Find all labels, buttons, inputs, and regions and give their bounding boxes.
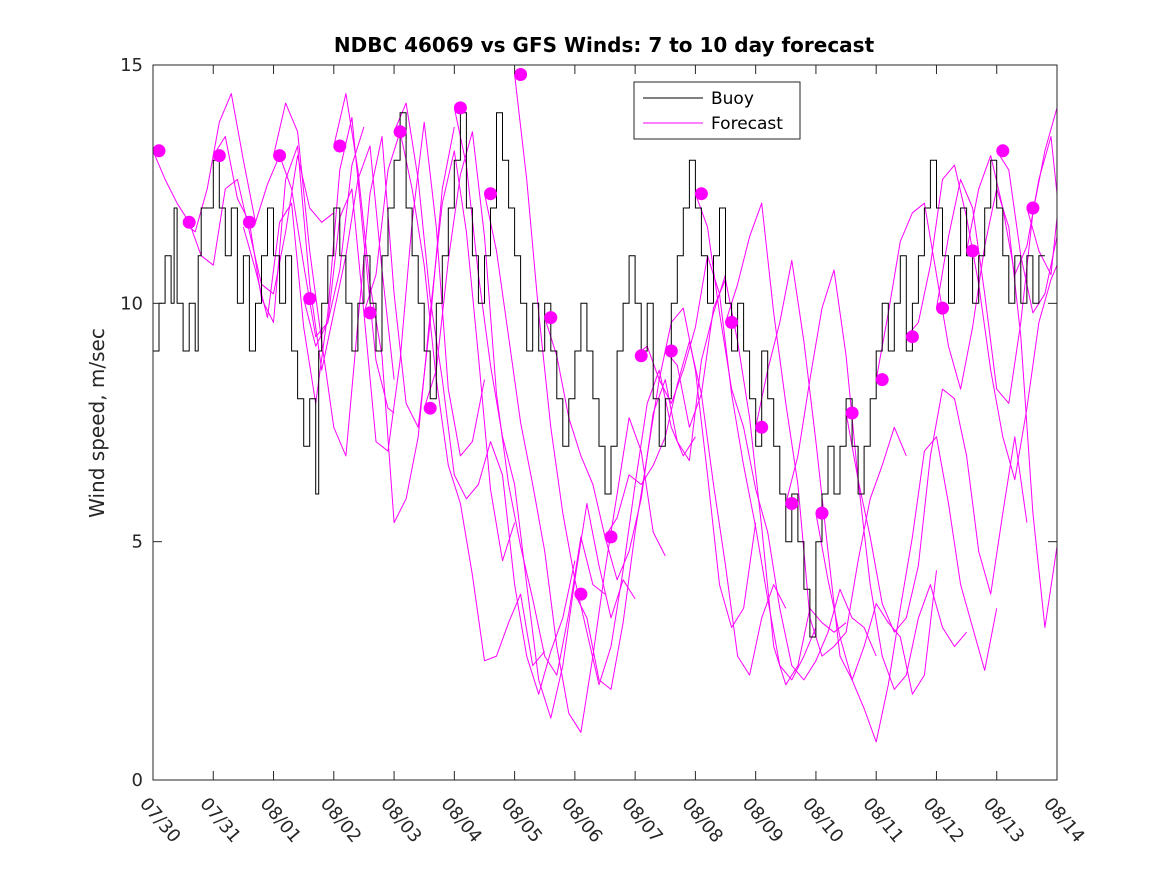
forecast-point bbox=[212, 149, 226, 163]
forecast-point bbox=[333, 139, 347, 153]
forecast-point bbox=[966, 244, 980, 258]
forecast-series-line bbox=[303, 121, 485, 457]
legend-forecast-label: Forecast bbox=[711, 114, 783, 134]
forecast-point bbox=[453, 101, 467, 115]
forecast-series-line bbox=[905, 164, 1058, 481]
legend-buoy-label: Buoy bbox=[711, 89, 754, 109]
forecast-point bbox=[664, 344, 678, 358]
forecast-series-line bbox=[845, 388, 1028, 633]
forecast-series-line bbox=[212, 136, 395, 380]
forecast-point bbox=[604, 530, 618, 544]
forecast-series-line bbox=[604, 341, 787, 676]
forecast-series-line bbox=[363, 131, 546, 667]
chart-title: NDBC 46069 vs GFS Winds: 7 to 10 day for… bbox=[334, 33, 875, 57]
y-tick-label: 0 bbox=[132, 770, 143, 791]
forecast-point bbox=[815, 506, 829, 520]
forecast-series-line bbox=[453, 107, 636, 719]
forecast-point bbox=[242, 215, 256, 229]
forecast-point bbox=[303, 292, 317, 306]
forecast-point bbox=[1026, 201, 1040, 215]
forecast-series-line bbox=[1026, 207, 1058, 276]
forecast-series-line bbox=[755, 259, 937, 695]
legend-box bbox=[633, 81, 801, 140]
forecast-point bbox=[905, 330, 919, 344]
legend: Buoy Forecast bbox=[633, 81, 801, 140]
buoy-series-line bbox=[153, 112, 1045, 638]
forecast-lines bbox=[152, 74, 1058, 743]
forecast-point bbox=[996, 144, 1010, 158]
forecast-point bbox=[393, 125, 407, 139]
forecast-point bbox=[182, 215, 196, 229]
forecast-series-line bbox=[423, 131, 606, 676]
forecast-point bbox=[875, 373, 889, 387]
forecast-markers bbox=[152, 68, 1040, 601]
forecast-series-line bbox=[815, 436, 998, 743]
forecast-point bbox=[574, 587, 588, 601]
forecast-point bbox=[845, 406, 859, 420]
forecast-series-line bbox=[393, 102, 576, 695]
forecast-series-line bbox=[242, 116, 395, 414]
y-tick-label: 10 bbox=[120, 293, 143, 314]
forecast-point bbox=[273, 149, 287, 163]
forecast-point bbox=[363, 306, 377, 320]
forecast-series-line bbox=[333, 93, 516, 562]
forecast-series-line bbox=[875, 188, 1058, 628]
forecast-point bbox=[755, 420, 769, 434]
forecast-point bbox=[484, 187, 497, 201]
forecast-point bbox=[514, 68, 528, 81]
forecast-series-line bbox=[694, 193, 877, 681]
plot-frame bbox=[152, 64, 1058, 781]
forecast-point bbox=[785, 497, 799, 510]
forecast-series-line bbox=[785, 269, 967, 690]
forecast-point bbox=[634, 349, 648, 363]
y-tick-label: 15 bbox=[120, 55, 143, 76]
forecast-series-line bbox=[484, 193, 666, 733]
forecast-point bbox=[544, 311, 558, 325]
forecast-series-line bbox=[152, 150, 335, 295]
forecast-point bbox=[725, 315, 739, 329]
buoy-line bbox=[153, 112, 1045, 638]
forecast-point bbox=[694, 187, 708, 201]
forecast-point bbox=[936, 301, 949, 315]
forecast-point bbox=[423, 401, 437, 415]
forecast-series-line bbox=[634, 255, 817, 681]
y-axis-label: Wind speed, m/sec bbox=[85, 328, 109, 518]
forecast-point bbox=[152, 144, 166, 158]
y-tick-label: 5 bbox=[132, 532, 143, 553]
